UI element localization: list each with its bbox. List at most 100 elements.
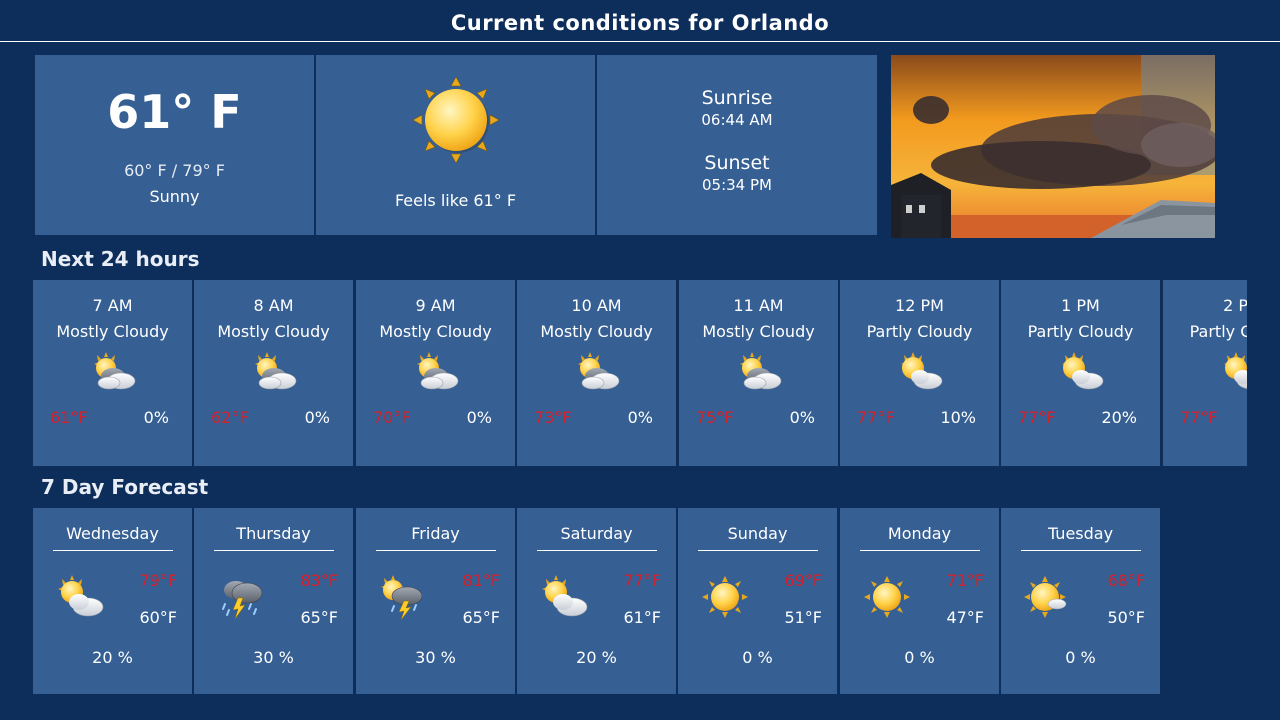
hour-temperature: 77°F [1018, 408, 1056, 427]
hour-card: 8 AM Mostly Cloudy 62°F 0% [194, 280, 353, 466]
day-low-temp: 47°F [946, 608, 984, 627]
day-divider [53, 550, 173, 551]
partly-cloudy-icon [542, 575, 588, 617]
hour-time: 9 AM [415, 296, 456, 315]
hour-time: 8 AM [253, 296, 294, 315]
day-card: Wednesday 79°F 60°F 20 % [33, 508, 192, 694]
current-icon-panel: Feels like 61° F [316, 55, 595, 235]
day-name: Monday [887, 524, 952, 543]
day-precipitation: 30 % [415, 648, 456, 667]
hour-precipitation: 0% [304, 408, 330, 427]
hour-time: 7 AM [92, 296, 133, 315]
hour-temperature: 77°F [1180, 408, 1218, 427]
hour-condition: Mostly Cloudy [217, 322, 330, 341]
daily-section-title: 7 Day Forecast [41, 475, 209, 499]
hourly-section-title: Next 24 hours [41, 247, 200, 271]
hourly-forecast-strip[interactable]: 7 AM Mostly Cloudy 61°F 0% 8 AM Mostly C… [33, 280, 1247, 466]
mostly-cloudy-icon [417, 352, 459, 390]
day-low-temp: 51°F [784, 608, 822, 627]
day-name: Tuesday [1047, 524, 1114, 543]
sunset-time: 05:34 PM [702, 176, 772, 194]
day-low-temp: 61°F [623, 608, 661, 627]
day-low-temp: 65°F [462, 608, 500, 627]
hour-card: 10 AM Mostly Cloudy 73°F 0% [517, 280, 676, 466]
hour-condition: Mostly Cloudy [379, 322, 492, 341]
day-precipitation: 20 % [92, 648, 133, 667]
mostly-cloudy-icon [94, 352, 136, 390]
page-title: Current conditions for Orlando [450, 11, 830, 35]
hour-condition: Mostly Cloudy [540, 322, 653, 341]
hour-temperature: 75°F [696, 408, 734, 427]
hour-condition: Partly Cloudy [1189, 322, 1247, 341]
hour-time: 2 PM [1223, 296, 1247, 315]
hour-card: 7 AM Mostly Cloudy 61°F 0% [33, 280, 192, 466]
sun-icon [702, 576, 748, 618]
hour-card: 11 AM Mostly Cloudy 75°F 0% [679, 280, 838, 466]
day-divider [214, 550, 334, 551]
day-card: Friday 81°F 65°F 30 % [356, 508, 515, 694]
hour-condition: Partly Cloudy [1027, 322, 1134, 341]
hour-card: 9 AM Mostly Cloudy 70°F 0% [356, 280, 515, 466]
partly-cloudy-icon [58, 575, 104, 617]
hour-card: 12 PM Partly Cloudy 77°F 10% [840, 280, 999, 466]
sun-icon [412, 76, 500, 164]
sun-thunderstorm-icon [381, 575, 423, 620]
hour-temperature: 61°F [50, 408, 88, 427]
hour-precipitation: 20% [1101, 408, 1137, 427]
day-card: Tuesday 68°F 50°F 0 % [1001, 508, 1160, 694]
partly-cloudy-icon [1062, 352, 1104, 390]
current-temp-panel: 61° F 60° F / 79° F Sunny [35, 55, 314, 235]
day-low-temp: 60°F [139, 608, 177, 627]
hour-card: 1 PM Partly Cloudy 77°F 20% [1001, 280, 1160, 466]
hour-condition: Mostly Cloudy [56, 322, 169, 341]
day-name: Saturday [560, 524, 633, 543]
hour-precipitation: 0% [627, 408, 653, 427]
day-divider [860, 550, 980, 551]
day-card: Saturday 77°F 61°F 20 % [517, 508, 676, 694]
sunrise-label: Sunrise [701, 87, 773, 109]
sun-times-panel: Sunrise 06:44 AM Sunset 05:34 PM [597, 55, 877, 235]
day-divider [537, 550, 657, 551]
sun-icon [864, 576, 910, 618]
day-name: Wednesday [66, 524, 159, 543]
day-name: Friday [411, 524, 460, 543]
day-low-temp: 50°F [1107, 608, 1145, 627]
hour-temperature: 70°F [373, 408, 411, 427]
sunset-photo [891, 55, 1215, 238]
sunrise-time: 06:44 AM [701, 111, 773, 129]
hour-time: 10 AM [571, 296, 622, 315]
hour-precipitation: 0% [789, 408, 815, 427]
hour-time: 12 PM [895, 296, 944, 315]
mostly-cloudy-icon [740, 352, 782, 390]
day-divider [698, 550, 818, 551]
mostly-cloudy-icon [255, 352, 297, 390]
day-precipitation: 30 % [253, 648, 294, 667]
current-temperature: 61° F [107, 85, 242, 139]
day-card: Thursday 83°F 65°F 30 % [194, 508, 353, 694]
feels-like: Feels like 61° F [394, 191, 517, 210]
hour-precipitation: 0% [466, 408, 492, 427]
hour-card: 2 PM Partly Cloudy 77°F [1163, 280, 1247, 466]
day-high-temp: 83°F [300, 571, 338, 590]
day-high-temp: 69°F [784, 571, 822, 590]
day-high-temp: 77°F [623, 571, 661, 590]
mostly-sunny-icon [1024, 576, 1067, 618]
hour-time: 11 AM [733, 296, 784, 315]
header-divider [0, 41, 1280, 42]
current-condition: Sunny [149, 187, 200, 206]
day-card: Sunday 69°F 51°F 0 % [678, 508, 837, 694]
day-high-temp: 68°F [1107, 571, 1145, 590]
day-card: Monday 71°F 47°F 0 % [840, 508, 999, 694]
day-name: Sunday [727, 524, 788, 543]
day-precipitation: 0 % [904, 648, 935, 667]
partly-cloudy-icon [1224, 352, 1247, 389]
day-divider [1021, 550, 1141, 551]
hour-temperature: 62°F [211, 408, 249, 427]
hour-precipitation: 10% [940, 408, 976, 427]
day-divider [376, 550, 496, 551]
hour-temperature: 73°F [534, 408, 572, 427]
hour-time: 1 PM [1061, 296, 1100, 315]
day-high-temp: 79°F [139, 571, 177, 590]
day-high-temp: 71°F [946, 571, 984, 590]
partly-cloudy-icon [901, 352, 943, 390]
